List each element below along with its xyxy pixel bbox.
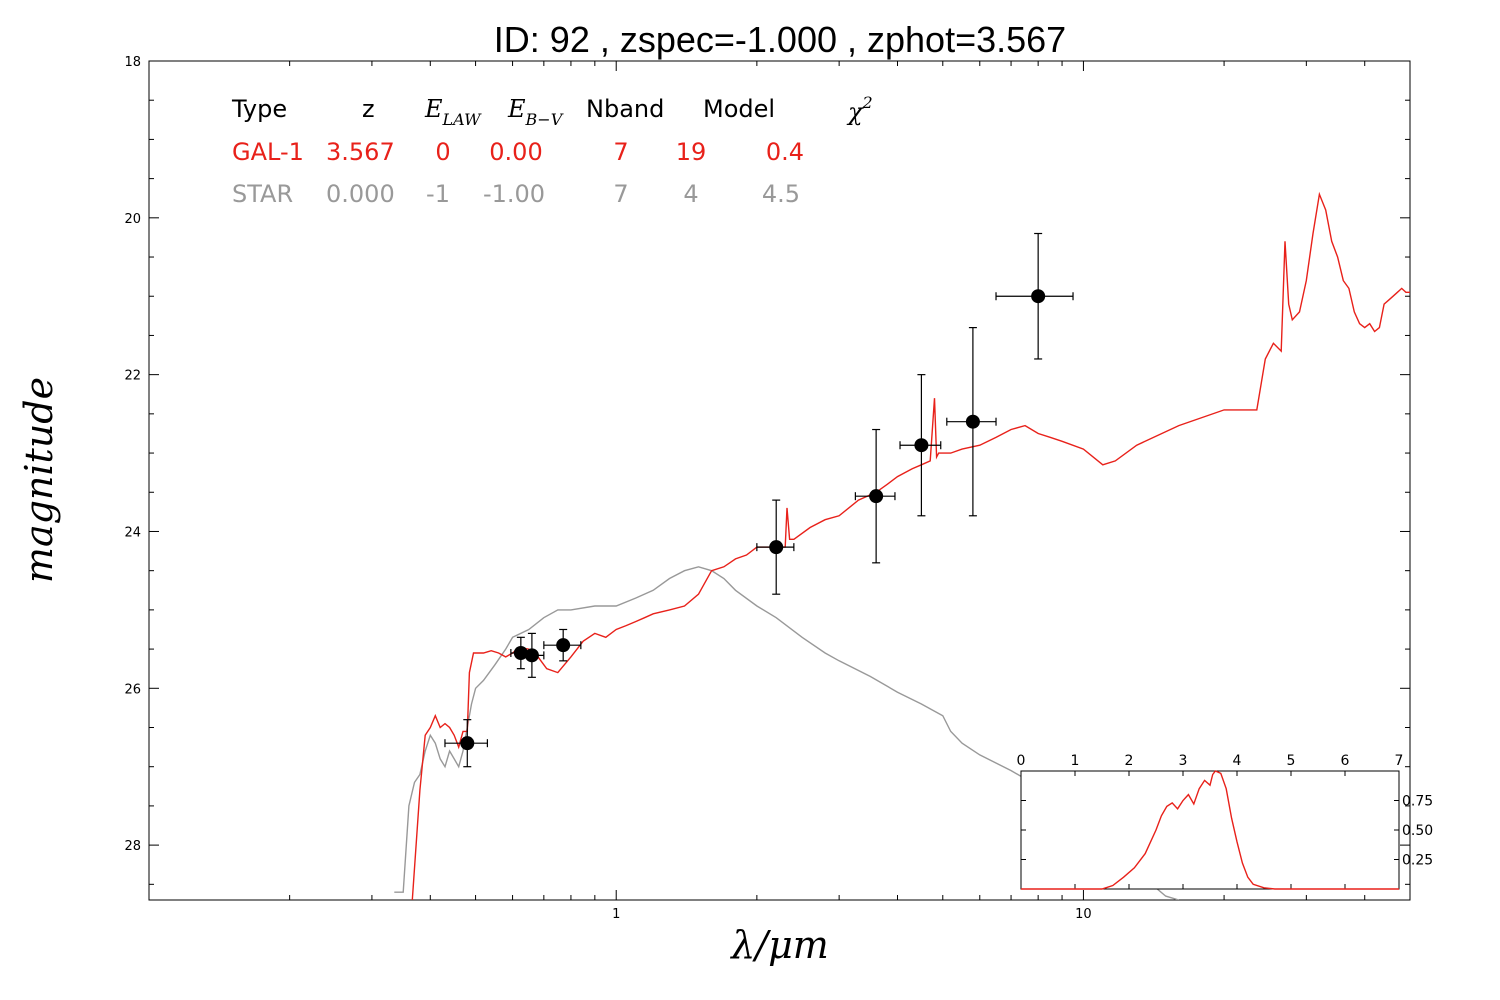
x-tick-label: 1 — [612, 907, 620, 922]
plot-frame — [148, 60, 1411, 901]
inset-x-tick-label: 0 — [1017, 753, 1026, 769]
inset-x-tick-label: 1 — [1071, 753, 1080, 769]
cell-ebv: -1.00 — [483, 180, 545, 208]
photometry-point — [756, 499, 795, 595]
series-gal-1-line — [411, 191, 1410, 900]
cell-model: 19 — [676, 138, 707, 166]
inset-x-axis: 0 1 2 3 4 5 6 7 — [1017, 753, 1404, 889]
data-marker — [513, 646, 528, 661]
chart-title: ID: 92 , zspec=-1.000 , zphot=3.567 — [494, 19, 1066, 60]
inset-y-axis: 0.25 0.50 0.75 — [1021, 794, 1433, 869]
inset-x-tick-label: 4 — [1233, 753, 1242, 769]
data-marker — [1031, 289, 1046, 304]
inset-y-tick-label: 0.50 — [1402, 823, 1433, 839]
cell-model: 4 — [683, 180, 698, 208]
cell-chi2: 0.4 — [766, 138, 804, 166]
cell-type: STAR — [232, 180, 293, 208]
cell-type: GAL-1 — [232, 138, 304, 166]
inset-x-tick-label: 2 — [1125, 753, 1134, 769]
table-row-gal: GAL-1 3.567 0 0.00 7 19 0.4 — [232, 138, 804, 166]
inset-frame — [1020, 770, 1400, 890]
photometry-point — [995, 232, 1074, 360]
photometry-points — [444, 232, 1074, 768]
inset-x-tick-label: 7 — [1395, 753, 1404, 769]
photometry-point — [518, 632, 545, 678]
data-marker — [556, 638, 571, 653]
series-star-line — [394, 566, 1179, 900]
inset-curve — [1021, 770, 1399, 890]
cell-z: 0.000 — [326, 180, 395, 208]
cell-ebv: 0.00 — [489, 138, 542, 166]
cell-z: 3.567 — [326, 138, 395, 166]
inset-y-tick-label: 0.75 — [1402, 794, 1433, 810]
inset-x-tick-label: 6 — [1341, 753, 1350, 769]
model-curves — [394, 191, 1410, 900]
data-marker — [524, 648, 539, 663]
photometry-point — [444, 719, 488, 768]
photometry-point — [899, 374, 942, 517]
cell-nband: 7 — [613, 180, 628, 208]
table-header-chi2: χ2 — [846, 93, 873, 126]
table-header-nband: Nband — [586, 95, 664, 123]
data-marker — [769, 540, 784, 555]
cell-elaw: 0 — [435, 138, 450, 166]
table-header-model: Model — [703, 95, 775, 123]
table-header-elaw: ELAW — [424, 95, 482, 129]
photoz-pdf-inset: 0 1 2 3 4 5 6 7 0.25 0.50 0.75 — [1017, 753, 1433, 890]
photometry-point — [946, 326, 997, 517]
x-axis-label: λ/μm — [729, 923, 829, 967]
y-tick-label: 22 — [124, 369, 141, 384]
table-header-z: z — [362, 95, 375, 123]
cell-elaw: -1 — [426, 180, 450, 208]
cell-chi2: 4.5 — [762, 180, 800, 208]
data-marker — [869, 489, 884, 504]
data-marker — [914, 438, 929, 453]
x-tick-label: 10 — [1075, 907, 1092, 922]
y-axis-label: magnitude — [17, 377, 61, 583]
y-tick-label: 24 — [124, 525, 141, 540]
table-header-type: Type — [231, 95, 287, 123]
data-marker — [965, 414, 980, 429]
photometry-point — [854, 428, 896, 564]
table-header-ebv: EB−V — [507, 95, 564, 129]
y-tick-label: 20 — [124, 212, 141, 227]
inset-x-tick-label: 5 — [1287, 753, 1296, 769]
table-row-star: STAR 0.000 -1 -1.00 7 4 4.5 — [232, 180, 800, 208]
inset-x-tick-label: 3 — [1179, 753, 1188, 769]
data-marker — [460, 736, 475, 751]
photometry-point — [543, 628, 582, 662]
x-axis: 1 10 — [289, 61, 1366, 922]
y-tick-label: 28 — [124, 839, 141, 854]
fit-results-table: Type z ELAW EB−V Nband Model χ2 GAL-1 3.… — [231, 93, 873, 208]
cell-nband: 7 — [613, 138, 628, 166]
inset-pdf-line — [1021, 770, 1399, 890]
y-tick-label: 18 — [124, 55, 141, 70]
y-tick-label: 26 — [124, 682, 141, 697]
inset-y-tick-label: 0.25 — [1402, 853, 1433, 869]
